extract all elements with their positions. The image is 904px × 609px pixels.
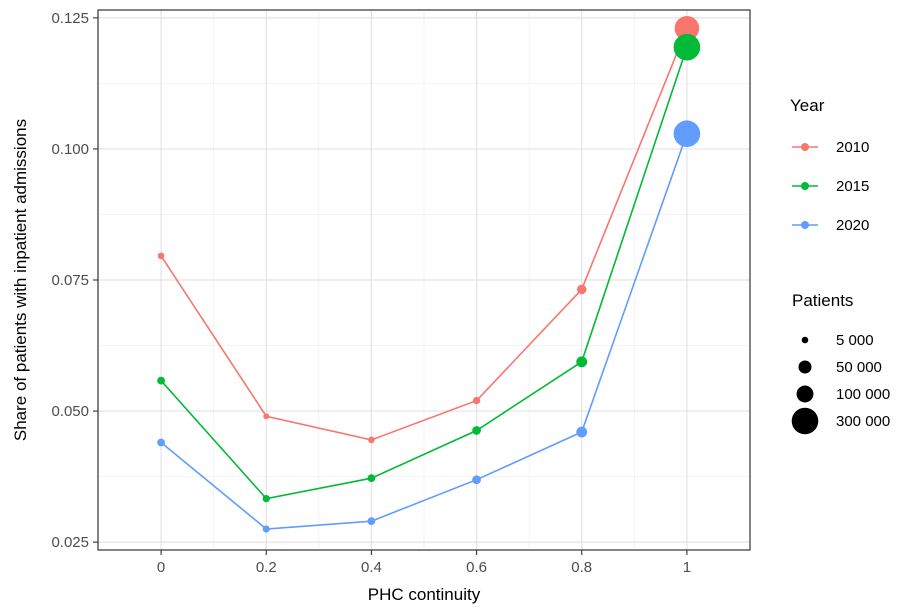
legend-label-2010: 2010	[836, 139, 869, 156]
y-tick-label: 0.125	[51, 10, 89, 27]
data-point-2010	[157, 252, 165, 260]
data-point-2020	[472, 475, 481, 485]
y-tick-label: 0.075	[51, 272, 89, 289]
data-point-2010	[263, 413, 270, 420]
legend-key-point-2020	[801, 221, 809, 229]
legend-title-patients: Patients	[792, 291, 853, 310]
series-line-2015	[160, 46, 688, 500]
legend-key-point-2010	[801, 143, 809, 151]
size-legend-label: 5 000	[836, 332, 874, 349]
y-tick-label: 0.025	[51, 534, 89, 551]
data-point-2010	[576, 284, 587, 295]
series-points	[157, 16, 701, 533]
x-tick-label: 0	[157, 559, 165, 576]
legend-title-year: Year	[790, 96, 825, 115]
data-point-2015	[673, 33, 701, 61]
series-line-2020	[160, 133, 688, 530]
size-legend-label: 300 000	[836, 413, 890, 430]
legend-patients: Patients 5 000 50 000 100 000 300 000	[791, 291, 890, 435]
x-axis-title: PHC continuity	[368, 585, 481, 604]
size-legend-key	[791, 407, 819, 435]
data-point-2010	[674, 16, 700, 41]
grid	[98, 10, 750, 550]
y-axis-title: Share of patients with inpatient admissi…	[11, 119, 30, 441]
data-point-2015	[367, 474, 376, 483]
x-tick-label: 0.8	[571, 559, 592, 576]
size-legend-key	[796, 385, 814, 403]
data-point-2015	[472, 426, 481, 435]
y-tick-label: 0.050	[51, 403, 89, 420]
series-lines	[160, 28, 688, 530]
size-legend-label: 50 000	[836, 359, 882, 376]
data-point-2010	[368, 436, 375, 444]
data-point-2015	[157, 376, 165, 385]
legend-label-2020: 2020	[836, 217, 869, 234]
y-tick-label: 0.100	[51, 141, 89, 158]
data-point-2020	[157, 438, 165, 447]
x-tick-label: 0.6	[466, 559, 487, 576]
data-point-2010	[472, 396, 481, 405]
size-legend-label: 100 000	[836, 386, 890, 403]
data-point-2015	[576, 356, 588, 368]
data-point-2020	[367, 517, 376, 526]
data-point-2015	[262, 494, 270, 503]
legend-key-point-2015	[801, 182, 809, 190]
x-axis: 0 0.2 0.4 0.6 0.8 1	[157, 550, 691, 576]
x-tick-label: 0.2	[256, 559, 277, 576]
legend-year: Year 2010 2015 2020	[790, 96, 869, 234]
size-legend-key	[801, 336, 809, 344]
data-point-2020	[576, 426, 588, 438]
y-axis: 0.025 0.050 0.075 0.100 0.125	[51, 10, 98, 551]
legend-label-2015: 2015	[836, 178, 869, 195]
size-legend-key	[798, 360, 812, 374]
x-tick-label: 1	[683, 559, 691, 576]
x-tick-label: 0.4	[361, 559, 382, 576]
data-point-2020	[262, 525, 270, 533]
series-line-2010	[160, 28, 688, 441]
data-point-2020	[673, 120, 701, 148]
